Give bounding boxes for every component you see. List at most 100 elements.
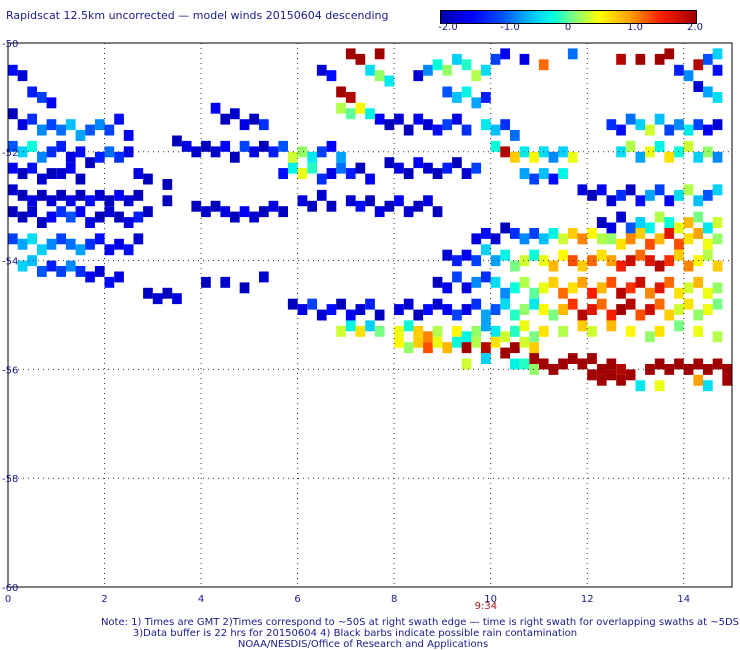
heatmap-cell <box>94 119 105 131</box>
heatmap-cell <box>259 119 269 131</box>
heatmap-cell <box>249 211 259 223</box>
heatmap-cell <box>567 48 578 60</box>
heatmap-cell <box>703 380 713 392</box>
heatmap-cell <box>616 304 626 315</box>
heatmap-cell <box>345 320 356 332</box>
heatmap-cell <box>587 304 597 315</box>
heatmap-cell <box>65 260 76 272</box>
heatmap-cell <box>500 146 510 158</box>
heatmap-cell <box>75 244 86 256</box>
plot-frame <box>7 42 733 588</box>
heatmap-cell <box>220 206 231 218</box>
heatmap-cell <box>114 113 124 125</box>
heatmap-cell <box>635 228 646 239</box>
heatmap-cell <box>452 325 462 337</box>
heatmap-cell <box>490 124 501 136</box>
heatmap-cell <box>355 102 366 114</box>
heatmap-cell <box>316 146 327 158</box>
heatmap-cell <box>635 380 646 392</box>
heatmap-cell <box>316 309 327 321</box>
heatmap-cell <box>529 173 539 185</box>
heatmap-cell <box>46 260 57 272</box>
heatmap-cell <box>37 151 47 163</box>
heatmap-cell <box>37 217 47 228</box>
heatmap-cell <box>596 282 607 294</box>
heatmap-cell <box>712 151 723 163</box>
x-tick-label: 10 <box>484 594 497 605</box>
heatmap-cell <box>239 119 250 131</box>
heatmap-cell <box>307 200 317 212</box>
heatmap-cell <box>94 211 105 223</box>
heatmap-cell <box>683 184 694 196</box>
heatmap-cell <box>403 342 414 354</box>
heatmap-cell <box>374 309 385 321</box>
heatmap-cell <box>606 255 617 267</box>
heatmap-cell <box>490 276 501 288</box>
heatmap-cell <box>674 238 684 250</box>
heatmap-cell <box>384 157 395 169</box>
heatmap-cell <box>703 238 713 250</box>
heatmap-cell <box>432 336 443 348</box>
heatmap-cell <box>558 325 568 337</box>
heatmap-cell <box>519 233 530 245</box>
heatmap-cell <box>249 146 259 158</box>
heatmap-cell <box>374 206 385 218</box>
x-tick-label: 14 <box>677 594 690 605</box>
heatmap-cell <box>432 298 443 310</box>
heatmap-cell <box>596 364 607 375</box>
heatmap-cell <box>162 195 173 207</box>
heatmap-cell <box>548 309 559 321</box>
heatmap-cell <box>452 271 462 283</box>
heatmap-cell <box>481 271 491 283</box>
colorbar-label: 0 <box>564 22 572 33</box>
heatmap-cell <box>538 358 549 370</box>
heatmap-cell <box>471 336 482 348</box>
heatmap-cell <box>538 168 549 179</box>
heatmap-cell <box>529 228 539 239</box>
heatmap-cell <box>703 124 713 136</box>
heatmap-cell <box>481 309 491 321</box>
heatmap-cell <box>510 151 520 163</box>
heatmap-cell <box>654 282 665 294</box>
heatmap-cell <box>606 358 617 370</box>
heatmap-cell <box>114 189 124 201</box>
heatmap-cell <box>162 287 173 299</box>
heatmap-cell <box>345 92 356 103</box>
heatmap-cell <box>510 309 520 321</box>
y-tick-label: -56 <box>2 365 18 376</box>
heatmap-cell <box>133 211 144 223</box>
heatmap-cell <box>645 222 655 234</box>
heatmap-cell <box>500 347 510 359</box>
heatmap-cell <box>471 325 482 337</box>
heatmap-cell <box>8 233 18 245</box>
heatmap-cell <box>490 255 501 267</box>
heatmap-cell <box>8 162 18 174</box>
heatmap-cell <box>674 64 684 76</box>
heatmap-cell <box>423 342 433 354</box>
heatmap-cell <box>596 217 607 228</box>
heatmap-cell <box>577 260 588 272</box>
heatmap-cell <box>46 211 57 223</box>
x-axis: 0 2 4 6 8 10 12 14 <box>5 594 690 605</box>
heatmap-cell <box>249 113 259 125</box>
heatmap-cell <box>259 206 269 218</box>
heatmap-cell <box>693 309 704 321</box>
heatmap-cell <box>490 325 501 337</box>
heatmap-cell <box>490 336 501 348</box>
heatmap-cell <box>374 325 385 337</box>
heatmap-cell <box>645 255 655 267</box>
heatmap-cell <box>596 249 607 261</box>
heatmap-cell <box>423 304 433 315</box>
heatmap-cell <box>490 53 501 65</box>
heatmap-cell <box>384 75 395 87</box>
heatmap-cell <box>85 124 95 136</box>
heatmap-cell <box>17 238 28 250</box>
heatmap-cell <box>365 298 375 310</box>
heatmap-cell <box>307 151 317 163</box>
heatmap-cell <box>432 168 443 179</box>
heatmap-cell <box>529 342 539 354</box>
heatmap-cell <box>442 282 453 294</box>
heatmap-cell <box>519 168 530 179</box>
heatmap-cell <box>37 173 47 185</box>
